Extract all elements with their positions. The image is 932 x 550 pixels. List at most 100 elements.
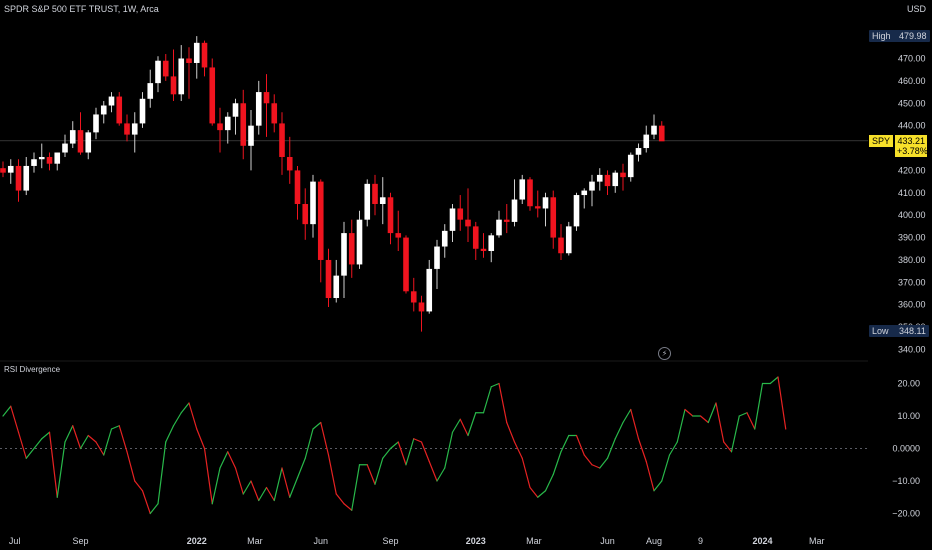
candle [658,121,665,142]
time-tick-label: 2024 [752,536,772,546]
rsi-segment [746,412,756,430]
rsi-segment [17,431,27,459]
candle [186,47,192,99]
candle-body [193,42,200,63]
time-tick-label: Jul [9,536,21,546]
rsi-segment [374,457,384,485]
candle-body [209,67,216,124]
rsi-segment [219,451,229,469]
candle-body [643,134,650,149]
candle-body [465,219,471,227]
candle [434,239,440,290]
candle [519,174,526,204]
candle-body [604,174,611,187]
candle [356,210,363,269]
rsi-segment [335,493,345,505]
candle [589,174,595,207]
candle [635,143,642,162]
candle-body [325,259,332,299]
rsi-segment [482,386,492,414]
lightning-icon[interactable]: ⚡ [658,347,671,360]
candle [77,112,84,155]
candle-body [77,130,84,153]
candle [38,143,45,169]
candle-body [131,123,138,135]
rsi-segment [56,441,66,498]
candle [131,112,138,153]
rsi-segment [653,480,663,492]
candle [201,40,208,77]
high-badge: High 479.98 [869,30,930,42]
candle [527,177,533,211]
rsi-tick-label: −10.00 [892,476,920,486]
rsi-segment [343,503,353,511]
candle-body [116,96,123,124]
rsi-segment [723,441,733,453]
low-label: Low [872,326,889,336]
price-tick-label: 440.00 [898,121,926,131]
rsi-segment [575,434,585,456]
rsi-segment [413,438,423,443]
rsi-segment [351,464,361,511]
price-tick-label: 400.00 [898,210,926,220]
rsi-segment [149,503,159,515]
rsi-axis: 20.00 10.00 0.0000 −10.00 −20.00 [892,379,920,519]
candle-body [372,183,378,204]
rsi-segment [95,441,105,456]
last-price: 433.21 [897,136,925,146]
rsi-tick-label: 20.00 [897,379,920,389]
candle-body [496,219,502,236]
candle-body [488,235,495,252]
candle-body [147,83,154,99]
candle-body [31,159,37,166]
rsi-segment [405,438,415,466]
price-tick-label: 450.00 [898,98,926,108]
rsi-segment [459,418,469,437]
rsi-segment [668,441,678,456]
candle [341,221,347,299]
rsi-segment [397,441,407,466]
candle [480,233,487,258]
time-tick-label: Jun [313,536,328,546]
candle [23,156,30,196]
candle-body [472,226,479,249]
price-tick-label: 460.00 [898,76,926,86]
rsi-segment [661,454,671,482]
candle [147,69,154,108]
rsi-segment [451,418,461,433]
candle [209,58,216,126]
rsi-tick-label: 10.00 [897,411,920,421]
candle-body [534,206,541,209]
candle-body [62,143,68,153]
candle-body [248,125,254,146]
candles [0,36,665,332]
candle-body [519,179,526,200]
grid [0,140,868,449]
candle [418,295,425,332]
candle-body [69,130,76,144]
rsi-segment [312,421,322,430]
candle-body [201,42,208,68]
candle [7,159,14,184]
candle [69,121,76,149]
candle [62,134,68,157]
rsi-segment [467,412,477,437]
candle-body [410,291,417,303]
rsi-segment [211,467,221,505]
rsi-segment [2,405,12,417]
candle [395,210,402,252]
price-tick-label: 370.00 [898,277,926,287]
candle-body [480,248,487,252]
rsi-segment [72,425,82,450]
candle [139,92,146,128]
high-label: High [872,31,891,41]
candle [410,277,417,312]
candle-body [558,237,564,254]
rsi-segment [428,460,438,482]
candle [224,112,231,144]
rsi-segment [583,454,593,466]
candle-body [100,105,107,115]
candle-body [403,237,409,292]
candle [403,235,409,294]
